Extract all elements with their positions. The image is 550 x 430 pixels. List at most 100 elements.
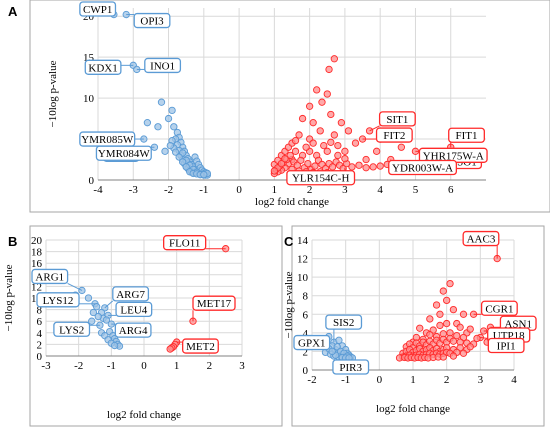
y-tick-label: 15: [83, 52, 95, 64]
y-tick-label: 12: [297, 254, 308, 266]
annotation-box: [192, 295, 236, 311]
annotation-box: [286, 170, 356, 186]
x-axis-label: log2 fold change: [107, 409, 181, 421]
annotation-box: [293, 334, 331, 351]
series-up: [166, 245, 230, 353]
data-point: [334, 141, 342, 150]
y-tick-label: 6: [37, 316, 43, 328]
data-point: [439, 287, 447, 295]
data-point: [318, 98, 326, 106]
annotation-aac3: AAC3: [462, 230, 500, 259]
data-point: [466, 325, 474, 333]
data-point: [325, 65, 333, 74]
x-tick-label: -4: [93, 184, 103, 196]
data-point: [473, 334, 481, 343]
annotation-met17: MET17: [192, 295, 236, 322]
annotation-fit1: FIT1: [448, 127, 485, 148]
data-point: [341, 155, 349, 163]
y-axis-label: −10log p-value: [283, 271, 295, 338]
y-axis-label: −10log p-value: [3, 264, 15, 331]
data-point: [320, 141, 328, 150]
data-point: [436, 310, 444, 318]
annotation-pir3: PIR3: [332, 357, 370, 375]
data-point: [161, 147, 169, 155]
annotation-cwp1: CWP1: [79, 1, 117, 17]
annotation-sis2: SIS2: [325, 314, 363, 343]
annotation-box: [378, 111, 416, 127]
data-point: [295, 131, 303, 139]
annotation-leu4: LEU4: [108, 301, 153, 318]
annotation-box: [36, 292, 80, 308]
data-point: [297, 156, 305, 164]
annotation-label: FIT2: [383, 130, 405, 142]
x-tick-label: 0: [377, 374, 383, 386]
x-tick-label: 3: [342, 184, 348, 196]
series-down: [321, 332, 357, 362]
annotation-label: CWP1: [83, 4, 112, 16]
y-tick-label: 16: [31, 258, 43, 270]
data-point: [92, 303, 101, 311]
data-point: [351, 139, 360, 147]
panel-letter: C: [284, 234, 294, 249]
x-tick-label: 1: [410, 374, 416, 386]
data-point: [157, 98, 166, 106]
data-point: [355, 161, 363, 169]
data-point: [456, 323, 464, 331]
data-point: [286, 151, 294, 160]
x-tick-label: 6: [448, 184, 454, 196]
annotation-fit2: FIT2: [362, 127, 413, 143]
data-point: [341, 147, 349, 155]
annotation-box: [95, 145, 152, 161]
data-point: [327, 110, 335, 119]
annotation-label: ARG1: [35, 271, 64, 283]
y-tick-label: 2: [303, 346, 309, 358]
annotation-box: [163, 235, 207, 251]
annotation-gpx1: GPX1: [293, 334, 331, 351]
annotation-yhr175w-a: YHR175W-A: [415, 147, 488, 163]
data-point: [175, 153, 183, 161]
data-point: [166, 141, 174, 150]
annotation-label: SIS2: [333, 317, 354, 329]
data-point: [376, 162, 384, 170]
x-tick-label: 0: [236, 184, 242, 196]
annotation-label: INO1: [150, 60, 175, 72]
data-point: [330, 131, 338, 139]
data-point: [446, 279, 454, 288]
annotation-label: GPX1: [298, 338, 326, 350]
data-point: [443, 296, 451, 305]
data-point: [277, 159, 286, 168]
data-point: [305, 102, 314, 110]
x-tick-label: -2: [74, 360, 83, 372]
annotation-ymr085w: YMR085W: [79, 131, 144, 147]
annotation-label: ASN1: [504, 318, 532, 330]
annotation-box: [375, 127, 413, 143]
annotation-label: FIT1: [456, 130, 478, 142]
annotation-box: [84, 59, 122, 75]
annotation-box: [462, 230, 500, 247]
annotation-box: [112, 286, 150, 302]
data-point: [397, 143, 405, 151]
data-point: [298, 114, 307, 123]
x-axis-label: log2 fold change: [376, 403, 450, 415]
annotation-box: [487, 337, 525, 354]
data-point: [432, 301, 441, 309]
annotation-opi3: OPI3: [126, 12, 171, 29]
annotation-arg4: ARG4: [111, 322, 152, 338]
data-point: [309, 119, 317, 127]
x-tick-label: -3: [129, 184, 139, 196]
panel-letter: A: [8, 4, 18, 19]
data-point: [143, 119, 152, 127]
annotation-label: MET17: [197, 298, 232, 310]
x-tick-label: 0: [141, 360, 147, 372]
annotation-leader: [480, 337, 489, 339]
annotation-label: YMR084W: [98, 148, 151, 160]
annotation-ylr154c-h: YLR154C-H: [286, 167, 356, 186]
data-point: [154, 123, 162, 131]
data-point: [291, 137, 300, 145]
annotation-label: YDR003W-A: [392, 163, 453, 175]
x-tick-label: 3: [478, 374, 484, 386]
annotation-sit1: SIT1: [369, 111, 416, 132]
annotation-flo11: FLO11: [163, 235, 226, 251]
